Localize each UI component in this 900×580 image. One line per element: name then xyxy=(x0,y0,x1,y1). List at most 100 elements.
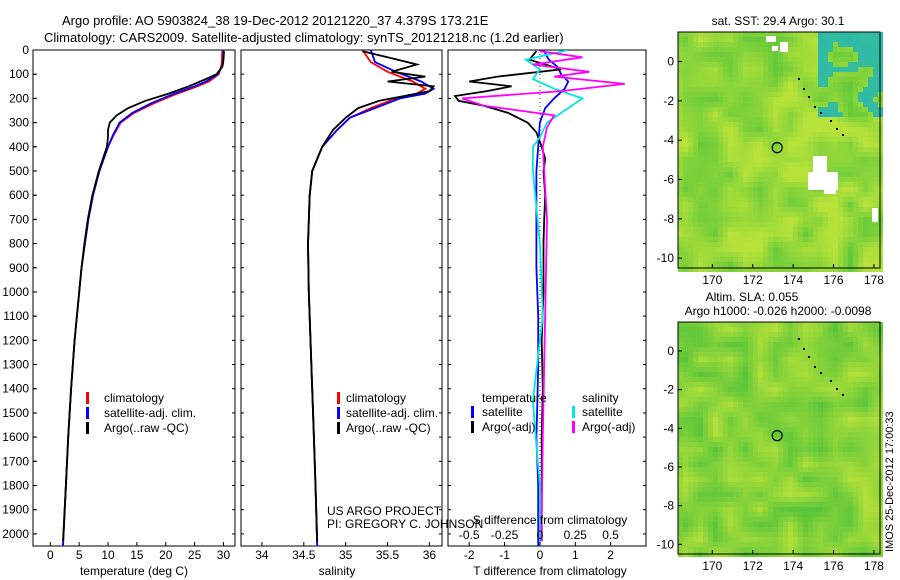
map-cell xyxy=(748,242,753,247)
map-cell xyxy=(768,172,773,177)
map-cell xyxy=(843,32,848,37)
map-cell xyxy=(753,437,758,442)
map-cell xyxy=(788,327,793,332)
map-cell xyxy=(788,172,793,177)
map-cell xyxy=(748,512,753,517)
map-cell xyxy=(683,202,688,207)
map-cell xyxy=(848,222,853,227)
map-cell xyxy=(713,332,718,337)
map-cell xyxy=(733,47,738,52)
map-cell xyxy=(873,392,878,397)
map-cell xyxy=(688,322,693,327)
map-cell xyxy=(833,32,838,37)
map-cell xyxy=(693,492,698,497)
map-cell xyxy=(813,382,818,387)
map-cell xyxy=(823,432,828,437)
map-cell xyxy=(723,442,728,447)
map-cell xyxy=(828,237,833,242)
map-cell xyxy=(698,352,703,357)
map-cell xyxy=(773,237,778,242)
map-cell xyxy=(728,237,733,242)
map-cell xyxy=(763,117,768,122)
map-cell xyxy=(688,132,693,137)
map-cell xyxy=(713,182,718,187)
lat-tick-label: -6 xyxy=(663,173,674,187)
map-cell xyxy=(848,87,853,92)
map-cell xyxy=(683,137,688,142)
map-cell xyxy=(848,57,853,62)
map-cell xyxy=(748,102,753,107)
map-cell xyxy=(718,227,723,232)
map-cell xyxy=(708,337,713,342)
map-cell xyxy=(703,162,708,167)
map-cell xyxy=(868,267,873,272)
map-cell xyxy=(703,512,708,517)
map-cell xyxy=(838,262,843,267)
series-line-argo-raw-qc xyxy=(62,51,225,542)
map-cell xyxy=(783,262,788,267)
map-cell xyxy=(768,427,773,432)
map-cell xyxy=(863,397,868,402)
map-cell xyxy=(768,382,773,387)
map-cell xyxy=(798,162,803,167)
map-cell xyxy=(783,97,788,102)
map-cell xyxy=(678,507,683,512)
map-cell xyxy=(828,207,833,212)
map-cell xyxy=(738,472,743,477)
map-cell xyxy=(863,322,868,327)
map-cell xyxy=(688,407,693,412)
map-cell xyxy=(693,132,698,137)
map-cell xyxy=(843,352,848,357)
map-cell xyxy=(828,492,833,497)
map-cell xyxy=(823,97,828,102)
map-cell xyxy=(773,437,778,442)
map-cell xyxy=(783,197,788,202)
map-cell xyxy=(808,427,813,432)
map-cell xyxy=(858,97,863,102)
map-cell xyxy=(703,67,708,72)
map-cell xyxy=(773,112,778,117)
map-cell xyxy=(803,352,808,357)
map-cell xyxy=(833,387,838,392)
map-cell xyxy=(723,147,728,152)
map-cell xyxy=(758,227,763,232)
map-cell xyxy=(793,32,798,37)
map-cell xyxy=(728,397,733,402)
map-cell xyxy=(773,362,778,367)
map-cell xyxy=(828,322,833,327)
map-cell xyxy=(688,462,693,467)
map-cell xyxy=(843,57,848,62)
map-cell xyxy=(843,362,848,367)
map-cell xyxy=(718,132,723,137)
map-cell xyxy=(703,412,708,417)
map-cell xyxy=(688,87,693,92)
map-cell xyxy=(723,57,728,62)
map-cell xyxy=(728,212,733,217)
map-cell xyxy=(833,502,838,507)
map-cell xyxy=(853,467,858,472)
map-cell xyxy=(803,377,808,382)
map-cell xyxy=(838,217,843,222)
map-cell xyxy=(778,377,783,382)
map-cell xyxy=(728,362,733,367)
lon-tick-label: 172 xyxy=(743,273,763,287)
map-cell xyxy=(688,457,693,462)
map-cell xyxy=(718,352,723,357)
map-cell xyxy=(808,352,813,357)
map-cell xyxy=(818,452,823,457)
map-cell xyxy=(873,467,878,472)
map-cell xyxy=(803,242,808,247)
map-cell xyxy=(813,407,818,412)
map-cell xyxy=(738,487,743,492)
map-cell xyxy=(798,102,803,107)
map-cell xyxy=(773,252,778,257)
map-cell xyxy=(703,437,708,442)
map-cell xyxy=(838,152,843,157)
map-cell xyxy=(843,412,848,417)
map-cell xyxy=(698,467,703,472)
island xyxy=(842,134,844,136)
map-cell xyxy=(808,62,813,67)
map-cell xyxy=(758,427,763,432)
map-cell xyxy=(718,72,723,77)
map-cell xyxy=(733,507,738,512)
